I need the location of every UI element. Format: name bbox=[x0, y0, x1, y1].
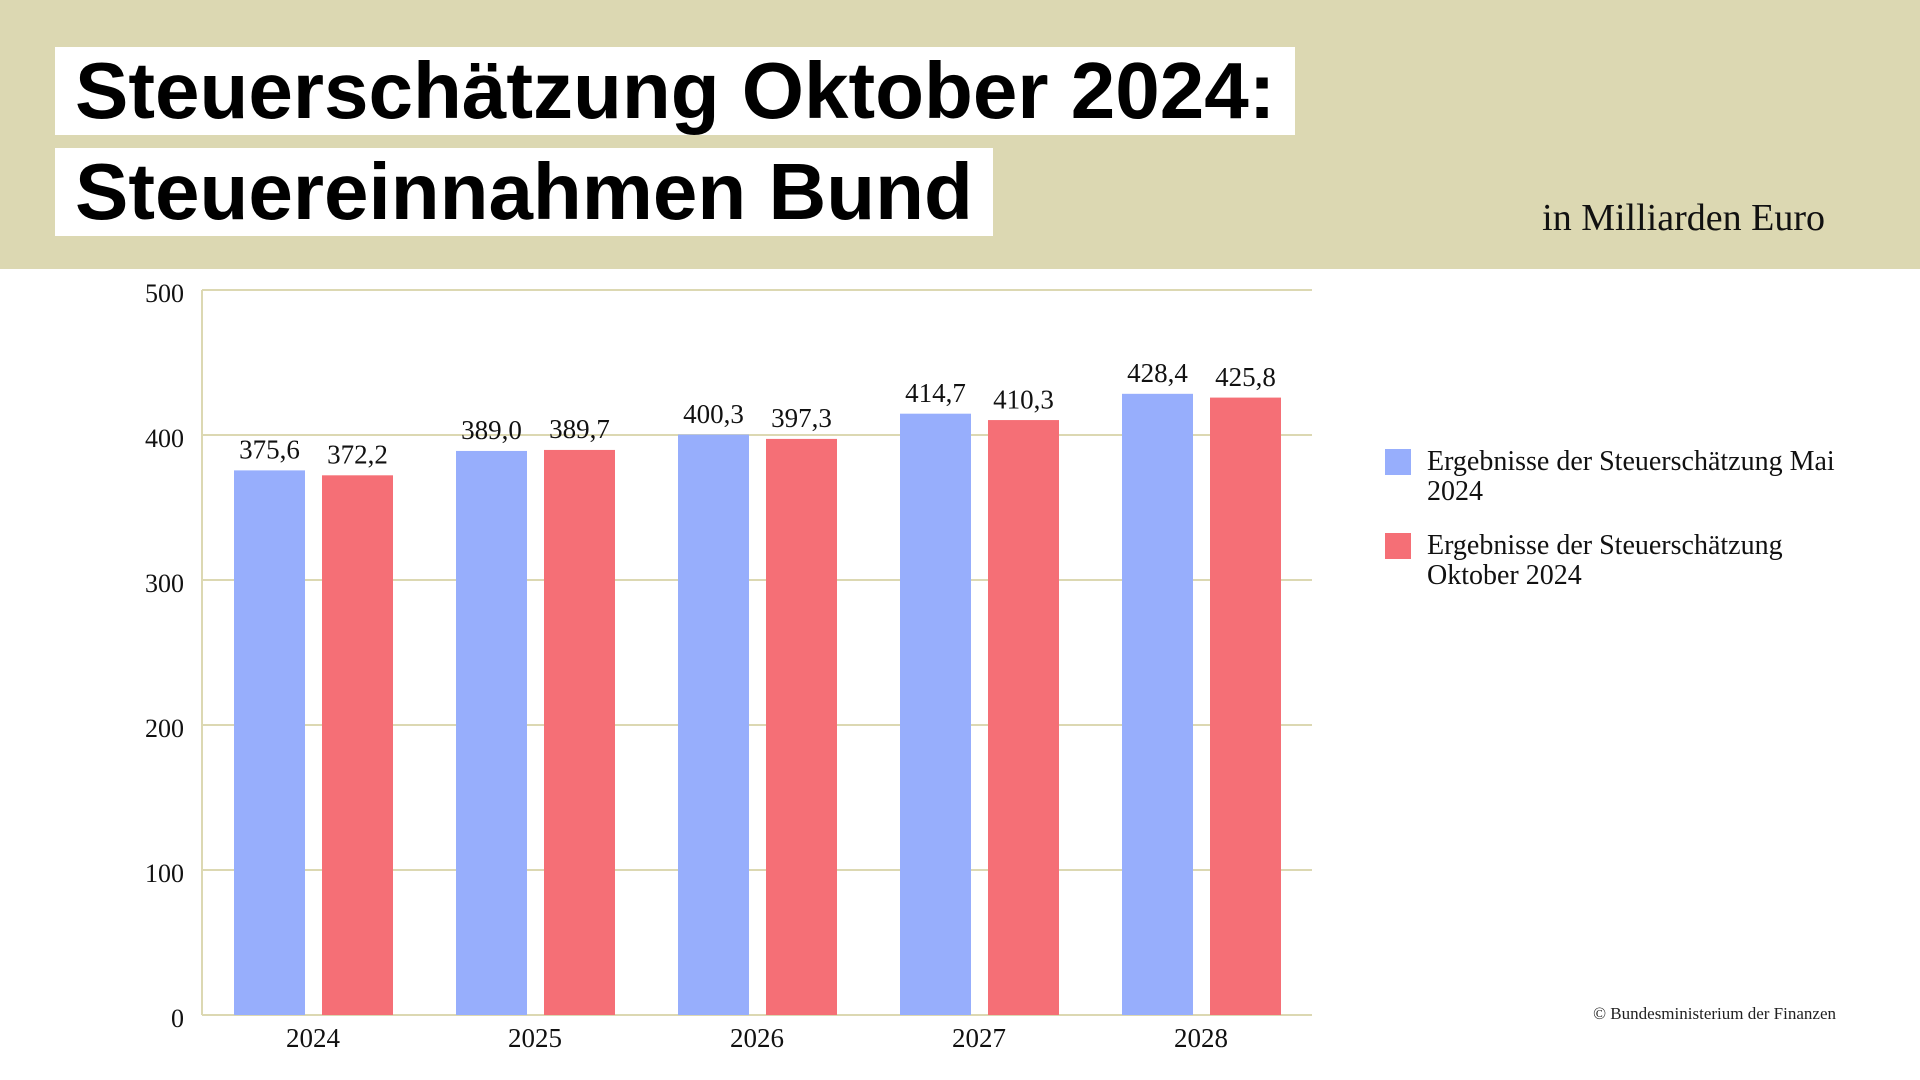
value-label: 410,3 bbox=[993, 384, 1054, 414]
bar bbox=[1122, 393, 1193, 1015]
bar bbox=[234, 470, 305, 1015]
value-label: 372,2 bbox=[327, 440, 388, 470]
legend-swatch bbox=[1385, 533, 1411, 559]
value-label: 375,6 bbox=[239, 435, 300, 465]
bar bbox=[1210, 397, 1281, 1016]
x-tick-label: 2027 bbox=[952, 1023, 1006, 1053]
value-label: 428,4 bbox=[1127, 358, 1188, 388]
y-tick-label: 200 bbox=[145, 714, 184, 743]
bar bbox=[678, 434, 749, 1015]
legend-label: Ergebnisse der Steuerschätzung Oktober 2… bbox=[1427, 530, 1783, 591]
bar bbox=[456, 450, 527, 1015]
subtitle: in Milliarden Euro bbox=[1542, 197, 1825, 239]
y-tick-label: 0 bbox=[171, 1004, 184, 1033]
x-tick-label: 2024 bbox=[286, 1023, 341, 1053]
legend-swatch bbox=[1385, 449, 1411, 475]
value-label: 389,7 bbox=[549, 414, 610, 444]
value-label: 425,8 bbox=[1215, 362, 1276, 392]
chart-title: Steuerschätzung Oktober 2024: bbox=[55, 47, 1296, 135]
y-tick-label: 400 bbox=[145, 424, 184, 453]
chart-title: Steuereinnahmen Bund bbox=[55, 148, 993, 236]
bar bbox=[322, 475, 393, 1015]
bar bbox=[988, 420, 1059, 1015]
bar bbox=[900, 413, 971, 1015]
bar bbox=[544, 449, 615, 1015]
value-label: 414,7 bbox=[905, 378, 966, 408]
value-label: 389,0 bbox=[461, 415, 522, 445]
y-tick-label: 500 bbox=[145, 279, 184, 308]
x-tick-label: 2028 bbox=[1174, 1023, 1228, 1053]
x-tick-label: 2026 bbox=[730, 1023, 784, 1053]
y-tick-label: 300 bbox=[145, 569, 184, 598]
x-tick-label: 2025 bbox=[508, 1023, 562, 1053]
legend-label: Ergebnisse der Steuerschätzung Mai 2024 bbox=[1427, 446, 1835, 507]
legend-item: Ergebnisse der Steuerschätzung Mai 2024 bbox=[1385, 447, 1857, 507]
y-tick-label: 100 bbox=[145, 859, 184, 888]
value-label: 397,3 bbox=[771, 403, 832, 433]
value-label: 400,3 bbox=[683, 399, 744, 429]
bar bbox=[766, 438, 837, 1015]
source: © Bundesministerium der Finanzen bbox=[1593, 1004, 1836, 1023]
legend-item: Ergebnisse der Steuerschätzung Oktober 2… bbox=[1385, 531, 1857, 591]
